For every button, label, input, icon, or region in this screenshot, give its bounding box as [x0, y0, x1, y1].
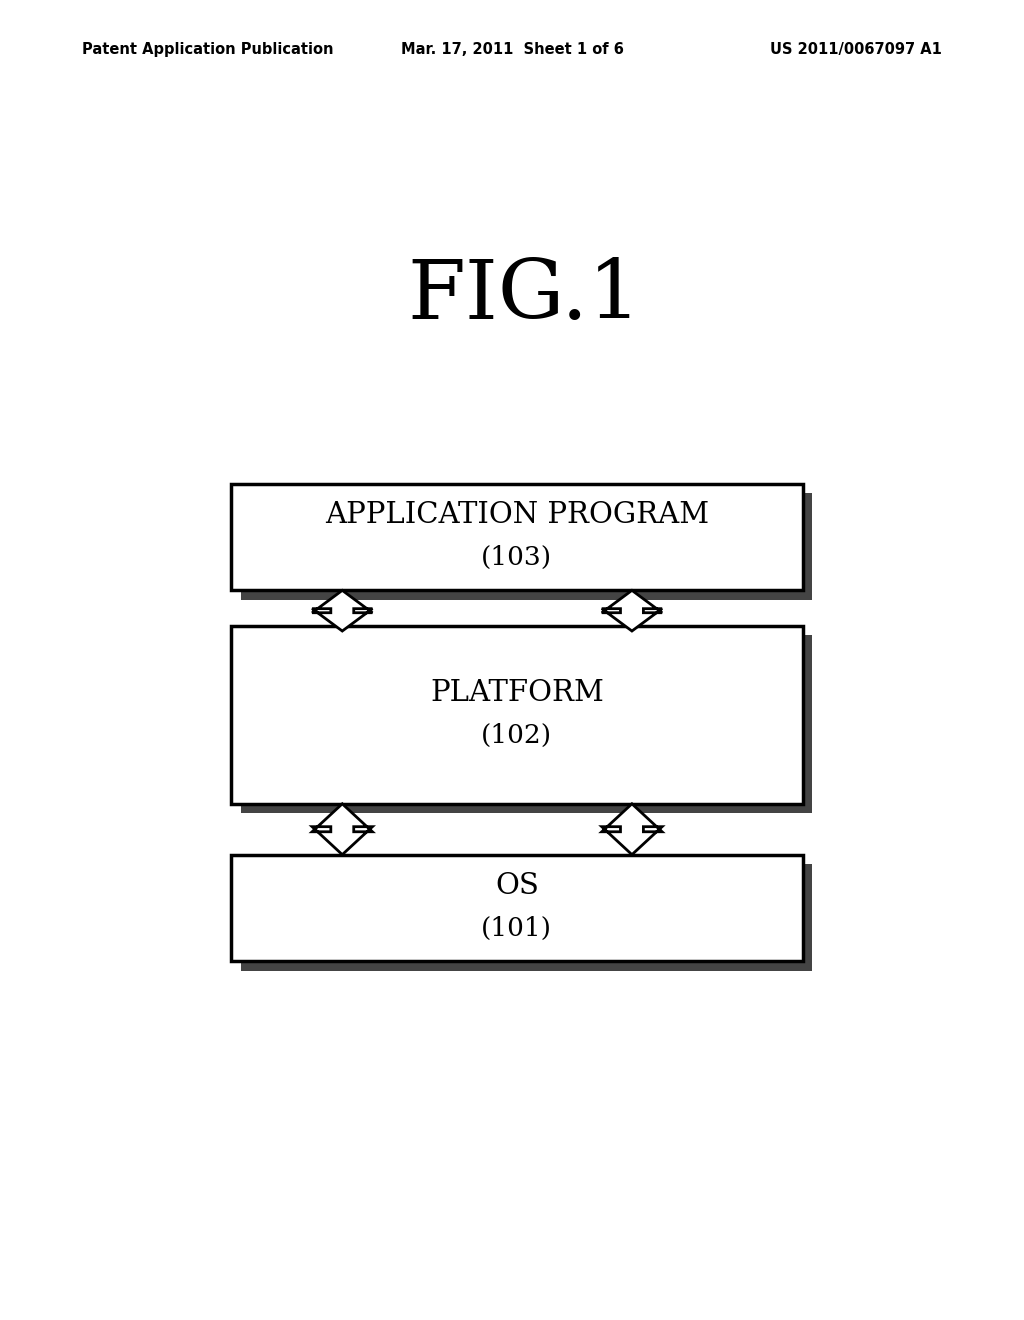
Bar	[241, 863, 812, 970]
Polygon shape	[602, 590, 663, 631]
Bar	[241, 635, 812, 813]
Bar	[231, 483, 803, 590]
Text: Mar. 17, 2011  Sheet 1 of 6: Mar. 17, 2011 Sheet 1 of 6	[400, 42, 624, 57]
Text: APPLICATION PROGRAM: APPLICATION PROGRAM	[325, 500, 709, 528]
Text: US 2011/0067097 A1: US 2011/0067097 A1	[770, 42, 942, 57]
Text: FIG.1: FIG.1	[408, 256, 642, 335]
Bar	[231, 854, 803, 961]
Text: (102): (102)	[481, 723, 552, 747]
Text: OS: OS	[495, 871, 539, 900]
Text: (103): (103)	[481, 545, 552, 570]
Bar	[241, 492, 812, 599]
Polygon shape	[312, 590, 373, 631]
Bar	[231, 626, 803, 804]
Text: Patent Application Publication: Patent Application Publication	[82, 42, 334, 57]
Polygon shape	[312, 804, 373, 854]
Text: PLATFORM: PLATFORM	[430, 678, 604, 706]
Polygon shape	[602, 804, 663, 854]
Text: (101): (101)	[481, 916, 552, 941]
